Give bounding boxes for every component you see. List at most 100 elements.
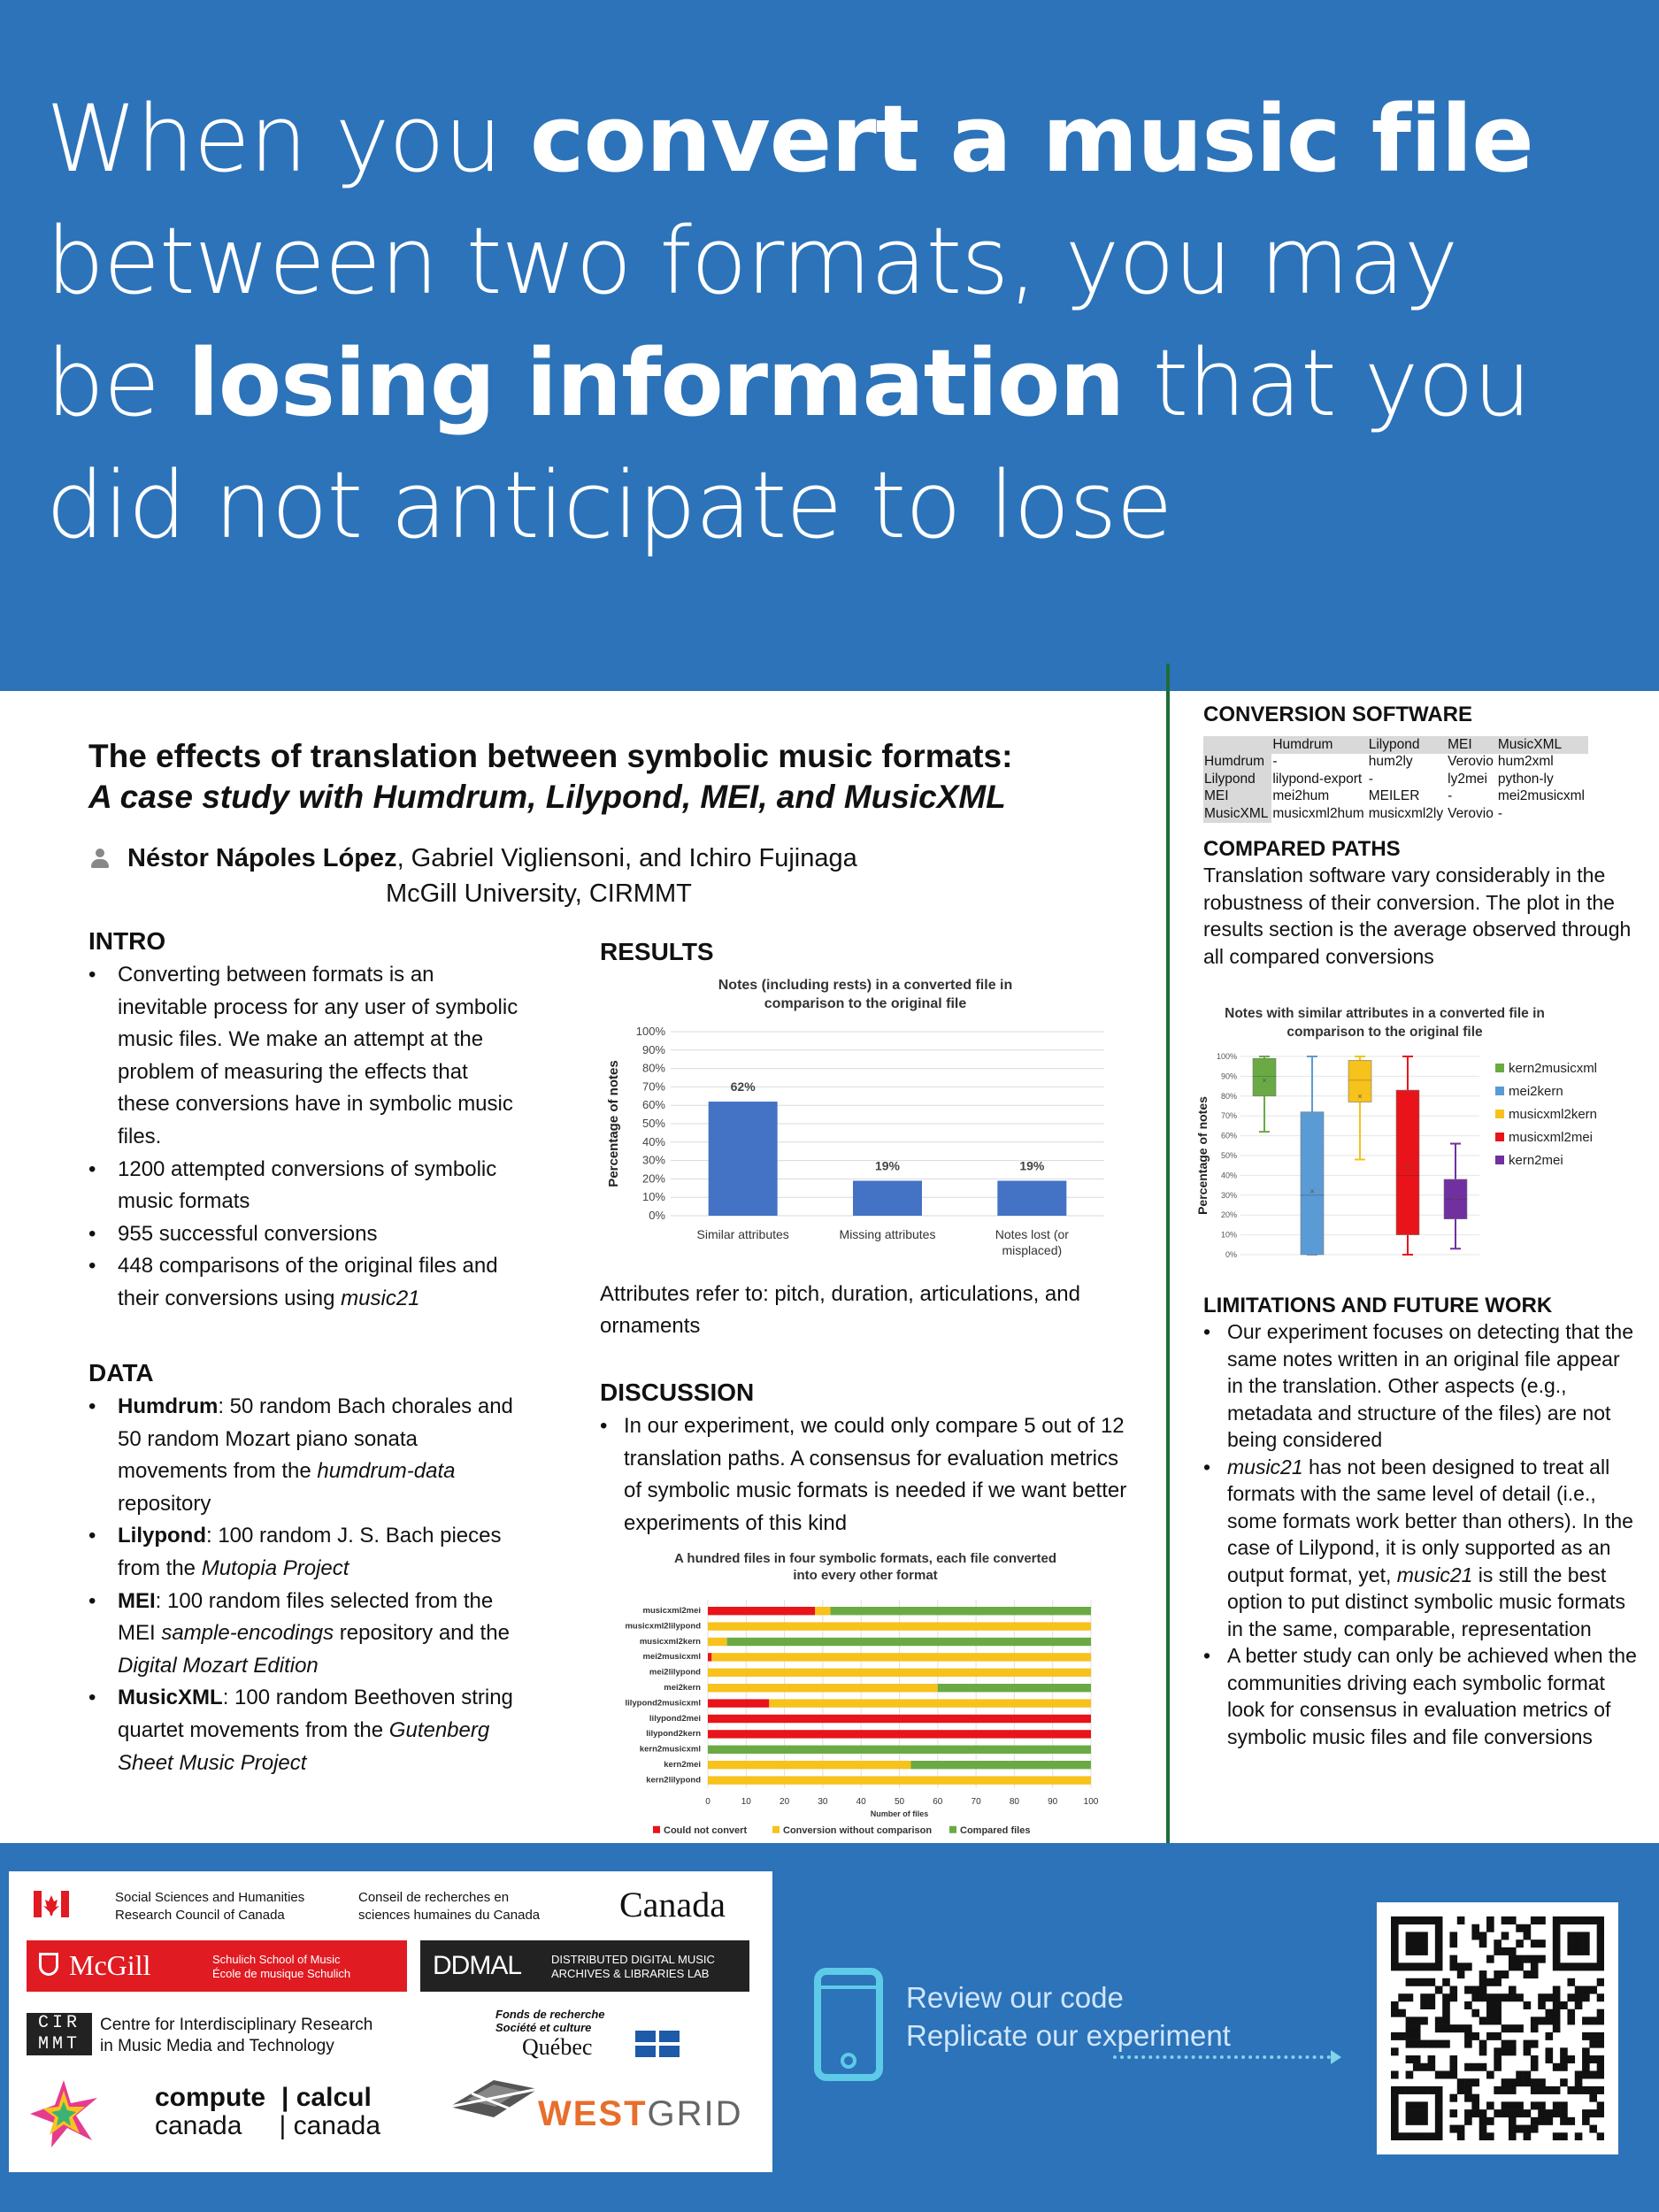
qr-module	[1434, 2024, 1443, 2033]
table-row: MEI mei2hum MEILER - mei2musicxml	[1203, 787, 1588, 805]
table-header-row: Humdrum Lilypond MEI MusicXML	[1203, 736, 1589, 754]
data-label: 19%	[1019, 1158, 1045, 1172]
qr-module	[1582, 2109, 1590, 2118]
qr-module	[1391, 1962, 1399, 1971]
box	[1300, 1111, 1325, 1256]
mean-marker: ×	[1357, 1092, 1362, 1101]
x-tick-label: 50	[895, 1797, 905, 1807]
qr-module	[1501, 1947, 1509, 1955]
qr-module	[1398, 1916, 1406, 1925]
qr-module	[1405, 1978, 1414, 1986]
qr-code[interactable]	[1377, 1902, 1618, 2154]
y-tick-label: 10%	[1221, 1231, 1237, 1240]
intro-bullet: 1200 attempted conversions of symbolic m…	[88, 1154, 522, 1218]
qr-module	[1479, 1970, 1487, 1979]
bar-segment	[708, 1730, 1091, 1739]
y-tick-label: mei2kern	[664, 1683, 701, 1693]
y-tick-label: 50%	[642, 1117, 665, 1130]
box	[1348, 1060, 1372, 1102]
qr-module	[1516, 1939, 1524, 1948]
bar-segment	[708, 1684, 938, 1693]
qr-module	[1479, 1985, 1487, 1994]
y-tick-label: mei2musicxml	[643, 1652, 701, 1662]
qr-module	[1552, 1947, 1561, 1955]
qr-module	[1494, 2109, 1502, 2118]
qr-module	[1420, 2116, 1428, 2125]
canada-flag-icon	[34, 1891, 69, 1917]
qr-module	[1464, 2078, 1472, 2087]
qr-module	[1552, 2132, 1561, 2141]
qr-module	[1442, 2070, 1450, 2079]
qr-module	[1405, 1947, 1414, 1955]
x-tick-label: 60	[933, 1797, 943, 1807]
arrow-icon	[1113, 2050, 1341, 2064]
y-tick-label: 90%	[642, 1043, 665, 1056]
qr-module	[1486, 1955, 1494, 1963]
x-tick-label: Missing attributes	[840, 1227, 936, 1241]
qr-module	[1434, 1932, 1443, 1940]
quebec-flag-icon	[635, 2031, 680, 2057]
table-cell: lilypond-export	[1272, 771, 1363, 787]
qr-module	[1464, 2024, 1472, 2033]
data-label: 19%	[875, 1158, 901, 1172]
review-links[interactable]: Review our code Replicate our experiment	[906, 1978, 1231, 2055]
qr-module	[1398, 2032, 1406, 2040]
sponsor-logos: Social Sciences and Humanities Research C…	[9, 1871, 772, 2172]
qr-module	[1508, 2078, 1517, 2087]
qr-module	[1494, 2055, 1502, 2064]
qr-module	[1456, 2124, 1465, 2133]
qr-module	[1391, 2116, 1399, 2125]
qr-module	[1412, 2101, 1421, 2110]
qr-module	[1538, 2109, 1546, 2118]
legend-label: mei2kern	[1509, 1084, 1563, 1099]
qr-module	[1582, 2016, 1590, 2025]
qr-module	[1391, 2032, 1399, 2040]
qr-module	[1405, 2085, 1414, 2094]
qr-module	[1501, 1916, 1509, 1925]
qr-module	[1530, 2116, 1539, 2125]
qr-module	[1486, 1993, 1494, 2002]
qr-module	[1494, 1939, 1502, 1948]
legend-swatch	[1495, 1133, 1504, 1141]
qr-module	[1391, 1932, 1399, 1940]
qr-module	[1471, 2032, 1480, 2040]
mcgill-crest-icon	[39, 1953, 58, 1976]
qr-module	[1391, 2093, 1399, 2102]
bar-segment	[708, 1761, 911, 1770]
replicate-experiment-link[interactable]: Replicate our experiment	[906, 2019, 1231, 2052]
qr-module	[1427, 2001, 1436, 2009]
review-code-link[interactable]: Review our code	[906, 1981, 1124, 2014]
qr-module	[1574, 1932, 1583, 1940]
qr-module	[1552, 2085, 1561, 2094]
qr-module	[1523, 1924, 1532, 1932]
qr-module	[1596, 2101, 1605, 2110]
compared-paths-text: Translation software vary considerably i…	[1203, 864, 1632, 968]
qr-module	[1494, 1978, 1502, 1986]
qr-module	[1530, 1916, 1539, 1925]
qr-module	[1456, 1962, 1465, 1971]
data-bullet-lilypond: Lilypond: 100 random J. S. Bach pieces f…	[88, 1520, 522, 1585]
y-tick-label: 10%	[642, 1190, 665, 1203]
qr-module	[1560, 2055, 1568, 2064]
qr-module	[1530, 1962, 1539, 1971]
cirmmt-text: Centre for Interdisciplinary Research in …	[100, 2016, 373, 2055]
qr-module	[1449, 2062, 1458, 2071]
qr-module	[1552, 2001, 1561, 2009]
qr-module	[1434, 1916, 1443, 1925]
westgrid-grid-icon	[449, 2080, 539, 2117]
y-tick-label: 20%	[642, 1171, 665, 1185]
qr-module	[1596, 2109, 1605, 2118]
qr-module	[1508, 2024, 1517, 2033]
qr-module	[1545, 2016, 1554, 2025]
qr-module	[1420, 2001, 1428, 2009]
qr-module	[1596, 2016, 1605, 2025]
qr-module	[1471, 2062, 1480, 2071]
table-row: Humdrum - hum2ly Verovio hum2xml	[1203, 753, 1588, 771]
qr-module	[1574, 1993, 1583, 2002]
y-tick-label: 60%	[642, 1098, 665, 1111]
qr-module	[1420, 2039, 1428, 2048]
discussion-section: DISCUSSION In our experiment, we could o…	[600, 1379, 1131, 1540]
chart-title: Notes with similar attributes in a conve…	[1225, 1006, 1545, 1021]
discussion-heading: DISCUSSION	[600, 1379, 755, 1406]
qr-module	[1434, 2124, 1443, 2133]
